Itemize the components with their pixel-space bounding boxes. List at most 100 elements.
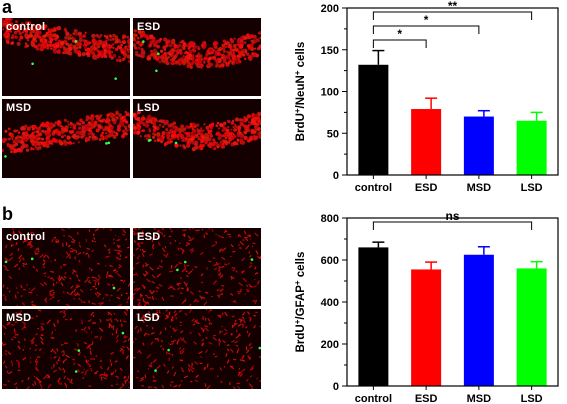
neuron-mark (240, 39, 244, 43)
astrocyte-mark (159, 345, 163, 348)
neuron-mark (115, 131, 118, 135)
neuron-mark (45, 31, 49, 35)
astrocyte-mark (197, 332, 202, 337)
astrocyte-mark (34, 358, 38, 363)
astrocyte-mark (12, 230, 15, 235)
neuron-mark (13, 26, 18, 30)
neuron-mark (114, 115, 117, 119)
astrocyte-mark (122, 233, 126, 236)
brdu-mark (107, 141, 111, 145)
astrocyte-mark (30, 339, 33, 343)
astrocyte-mark (52, 291, 56, 294)
astrocyte-mark (60, 349, 65, 353)
neuron-mark (57, 132, 62, 137)
astrocyte-mark (88, 229, 91, 233)
astrocyte-mark (220, 265, 225, 269)
neuron-mark (255, 53, 260, 58)
astrocyte-mark (29, 245, 34, 249)
astrocyte-mark (157, 230, 162, 234)
neuron-mark (5, 27, 9, 31)
y-tick-label: 600 (321, 255, 339, 267)
astrocyte-mark (194, 379, 199, 383)
brdu-mark (250, 258, 254, 261)
astrocyte-mark (14, 294, 17, 299)
neuron-mark (34, 35, 38, 38)
neuron-mark (78, 45, 82, 49)
astrocyte-mark (192, 323, 196, 326)
y-axis-label-part: + (293, 108, 302, 113)
astrocyte-mark (135, 272, 139, 277)
astrocyte-mark (73, 292, 77, 296)
astrocyte-mark (151, 237, 154, 243)
astrocyte-mark (242, 277, 248, 283)
brdu-mark (31, 62, 34, 66)
neuron-mark (249, 34, 254, 39)
astrocyte-mark (178, 262, 182, 265)
neuron-mark (84, 40, 89, 45)
astrocyte-mark (217, 273, 221, 277)
neuron-mark (190, 62, 194, 66)
astrocyte-mark (179, 359, 183, 362)
neuron-mark (7, 137, 11, 141)
astrocyte-mark (50, 270, 55, 273)
astrocyte-mark (2, 325, 7, 330)
astrocyte-mark (40, 333, 44, 336)
astrocyte-mark (234, 340, 238, 344)
neuron-mark (174, 133, 177, 137)
neuron-mark (2, 28, 5, 31)
micrograph-label: control (6, 21, 46, 33)
neuron-mark (152, 135, 156, 139)
neuron-mark (133, 116, 136, 119)
astrocyte-mark (113, 312, 116, 315)
neuron-mark (247, 56, 250, 59)
neuron-mark (176, 50, 180, 55)
neuron-mark (163, 48, 167, 52)
neuron-mark (212, 41, 216, 45)
astrocyte-mark (34, 234, 36, 236)
astrocyte-mark (9, 252, 14, 257)
astrocyte-mark (201, 342, 205, 347)
neuron-mark (165, 128, 169, 132)
neuron-mark (90, 126, 94, 130)
astrocyte-mark (42, 254, 47, 259)
brdu-mark (4, 260, 8, 264)
astrocyte-mark (181, 267, 187, 273)
astrocyte-mark (87, 280, 91, 283)
bar-control (358, 64, 389, 175)
astrocyte-mark (42, 262, 46, 266)
astrocyte-mark (2, 360, 6, 365)
astrocyte-mark (252, 285, 257, 288)
astrocyte-mark (200, 281, 204, 284)
astrocyte-mark (103, 244, 107, 248)
astrocyte-mark (37, 250, 40, 253)
neuron-mark (2, 18, 4, 22)
brdu-mark (147, 139, 151, 142)
neuron-mark (200, 131, 204, 135)
neuron-mark (254, 113, 258, 117)
astrocyte-mark (170, 340, 175, 344)
neuron-mark (81, 51, 86, 57)
neuron-mark (139, 32, 142, 36)
neuron-mark (127, 124, 130, 129)
astrocyte-mark (59, 277, 63, 281)
neuron-mark (125, 127, 128, 130)
astrocyte-mark (242, 359, 246, 362)
astrocyte-mark (2, 343, 7, 347)
neuron-mark (109, 114, 114, 119)
neuron-mark (203, 123, 206, 126)
neuron-mark (178, 43, 182, 48)
neuron-mark (32, 124, 37, 129)
astrocyte-mark (254, 266, 257, 270)
astrocyte-mark (183, 264, 186, 269)
astrocyte-mark (163, 253, 168, 259)
neuron-mark (98, 123, 102, 127)
astrocyte-mark (119, 367, 123, 372)
neuron-mark (176, 133, 180, 137)
astrocyte-mark (169, 228, 172, 230)
neuron-mark (245, 128, 249, 133)
neuron-mark (150, 50, 155, 54)
y-axis-label-part: + (293, 280, 302, 285)
astrocyte-mark (219, 274, 224, 279)
astrocyte-mark (114, 360, 118, 363)
neuron-mark (46, 133, 50, 137)
